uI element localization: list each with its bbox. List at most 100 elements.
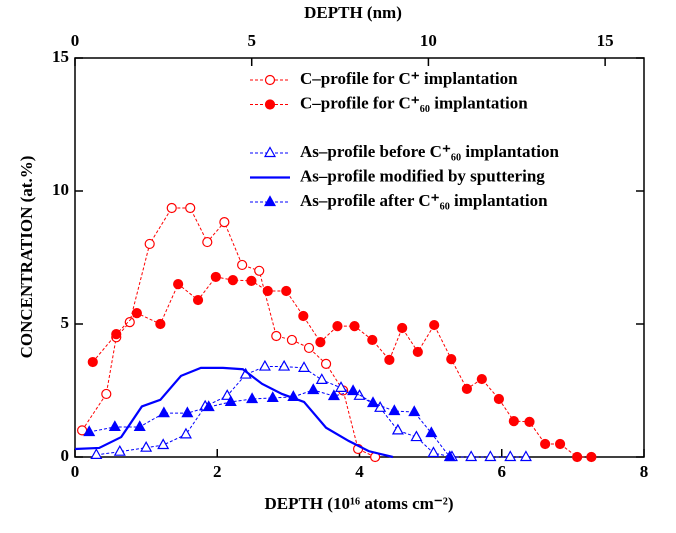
point xyxy=(572,451,583,463)
point xyxy=(246,392,259,404)
point xyxy=(281,285,292,297)
point xyxy=(237,259,248,271)
point xyxy=(287,390,300,401)
series-line xyxy=(81,207,376,458)
point xyxy=(327,389,340,401)
point xyxy=(155,318,166,330)
y-tick-label: 0 xyxy=(61,446,70,465)
point xyxy=(427,446,440,458)
point xyxy=(347,384,360,396)
x2-tick-label: 0 xyxy=(71,31,80,50)
y-tick-label: 5 xyxy=(61,313,70,332)
point xyxy=(258,359,271,371)
point xyxy=(181,406,194,418)
point xyxy=(111,329,122,340)
point xyxy=(554,438,566,450)
point xyxy=(157,438,170,450)
point xyxy=(519,450,532,462)
legend-marker xyxy=(264,74,276,86)
point xyxy=(262,285,273,297)
y-tick-label: 10 xyxy=(52,180,69,199)
x-axis-label: DEPTH (10¹⁶ atoms cm⁻²) xyxy=(264,494,453,513)
y-axis-label: CONCENTRATION (at.%) xyxy=(17,156,36,359)
point xyxy=(278,359,291,371)
point xyxy=(334,381,348,392)
x2-axis-label: DEPTH (nm) xyxy=(304,3,402,22)
point xyxy=(202,236,213,248)
legend-marker xyxy=(263,195,277,207)
point xyxy=(461,383,472,395)
point xyxy=(391,423,404,435)
point xyxy=(227,275,238,286)
point xyxy=(476,373,487,385)
point xyxy=(412,346,423,358)
legend-label: C–profile for C⁺₆₀ implantation xyxy=(300,93,528,112)
point xyxy=(113,444,126,456)
point xyxy=(185,202,196,214)
point xyxy=(484,450,497,462)
point xyxy=(266,391,279,403)
point xyxy=(388,404,401,416)
point xyxy=(202,400,215,412)
point xyxy=(429,319,440,331)
point xyxy=(443,450,456,462)
point xyxy=(332,321,343,332)
point xyxy=(307,383,320,395)
x-tick-label: 8 xyxy=(640,462,649,481)
point xyxy=(410,430,423,442)
point xyxy=(144,238,155,250)
legend-label: As–profile modified by sputtering xyxy=(300,166,545,185)
point xyxy=(446,354,457,365)
point xyxy=(286,334,298,346)
point xyxy=(508,415,519,427)
point xyxy=(298,361,311,372)
point xyxy=(315,336,326,348)
point xyxy=(465,450,478,462)
point xyxy=(157,406,170,418)
legend-label: As–profile after C⁺₆₀ implantation xyxy=(300,191,548,210)
point xyxy=(83,425,96,437)
point xyxy=(192,294,204,306)
point xyxy=(179,427,192,439)
point xyxy=(133,420,146,432)
point xyxy=(131,307,142,319)
point xyxy=(101,388,112,400)
x-tick-label: 0 xyxy=(71,462,80,481)
point xyxy=(219,217,230,228)
point xyxy=(246,275,257,287)
point xyxy=(384,354,395,366)
point xyxy=(90,448,103,459)
point xyxy=(298,310,309,322)
point xyxy=(254,265,265,276)
x-tick-label: 2 xyxy=(213,462,222,481)
point xyxy=(315,373,328,384)
point xyxy=(425,426,438,438)
point xyxy=(367,334,378,346)
point xyxy=(271,330,282,342)
point xyxy=(586,451,597,463)
x2-tick-label: 5 xyxy=(247,31,256,50)
point xyxy=(210,271,221,283)
point xyxy=(224,395,237,407)
y-tick-label: 15 xyxy=(52,47,69,66)
point xyxy=(166,202,177,214)
point xyxy=(173,279,184,290)
point xyxy=(397,322,408,334)
point xyxy=(108,420,121,432)
legend-label: C–profile for C⁺ implantation xyxy=(300,69,518,88)
point xyxy=(504,450,517,462)
point xyxy=(221,389,234,400)
point xyxy=(493,393,505,405)
x-tick-label: 4 xyxy=(355,462,364,481)
point xyxy=(524,416,535,427)
point xyxy=(303,342,315,354)
point xyxy=(320,358,332,369)
point xyxy=(87,356,98,368)
series-line xyxy=(92,276,592,458)
x-tick-label: 6 xyxy=(498,462,507,481)
point xyxy=(540,438,551,450)
point xyxy=(140,440,153,452)
series-line xyxy=(74,366,394,459)
point xyxy=(124,317,135,328)
legend-marker xyxy=(264,99,276,110)
